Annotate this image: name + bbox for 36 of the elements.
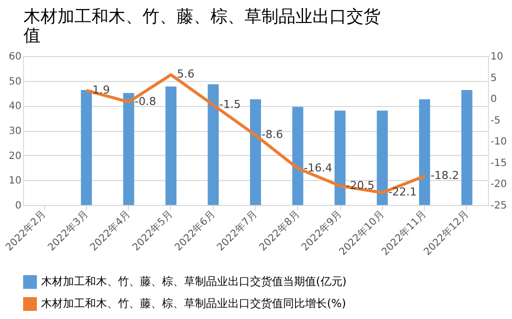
data-label: -8.6 xyxy=(262,128,283,142)
y-tick-label: 50 xyxy=(8,76,22,88)
bar xyxy=(334,110,346,205)
y2-tick-label: 10 xyxy=(490,52,504,62)
y-tick-label: 40 xyxy=(8,101,22,112)
bar xyxy=(80,90,92,205)
data-label: -22.1 xyxy=(388,186,417,199)
legend-label: 木材加工和木、竹、藤、棕、草制品业出口交货值当期值(亿元) xyxy=(41,275,347,288)
bar xyxy=(419,99,430,205)
y-tick-label: 20 xyxy=(8,150,22,162)
bar xyxy=(165,86,176,205)
bar xyxy=(208,84,219,205)
bar xyxy=(376,110,388,205)
y-tick-label: 30 xyxy=(8,126,22,137)
legend-label: 木材加工和木、竹、藤、棕、草制品业出口交货值同比增长(%) xyxy=(41,297,346,310)
bar xyxy=(461,90,472,205)
chart-title: 木材加工和木、竹、藤、棕、草制品业出口交货值 xyxy=(23,7,380,46)
data-label: -16.4 xyxy=(304,161,332,174)
y-tick-label: 10 xyxy=(8,176,22,187)
bar xyxy=(123,93,134,205)
y2-tick-label: -25 xyxy=(490,200,507,212)
y2-tick-label: -20 xyxy=(490,179,507,190)
data-label: -0.8 xyxy=(134,94,156,108)
y2-tick-label: 0 xyxy=(490,94,497,106)
y2-tick-label: 5 xyxy=(490,72,497,84)
y2-tick-label: -10 xyxy=(490,136,507,148)
y2-tick-label: -5 xyxy=(490,115,500,126)
bar xyxy=(250,99,261,205)
data-label: 5.6 xyxy=(176,68,194,81)
y2-tick-label: -15 xyxy=(490,158,507,169)
y-tick-label: 0 xyxy=(15,200,22,212)
bar xyxy=(292,106,304,205)
y-tick-label: 60 xyxy=(8,52,22,62)
data-label: -18.2 xyxy=(430,169,460,182)
data-label: -1.5 xyxy=(219,98,241,111)
data-label: 1.9 xyxy=(92,83,110,96)
